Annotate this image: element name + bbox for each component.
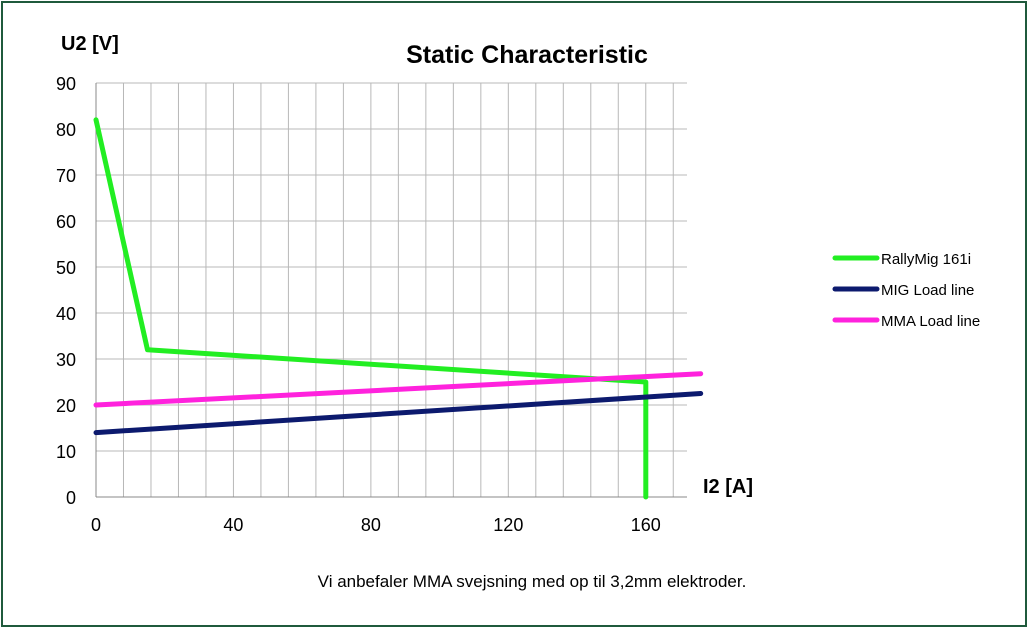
chart-svg: 0 10 20 30 40 50 60 70 80 90 0 40 80 120 160 Static Ch… bbox=[56, 33, 980, 591]
y-tick-label: 80 bbox=[56, 120, 76, 140]
legend-label-2: MMA Load line bbox=[881, 313, 980, 330]
grid bbox=[96, 82, 687, 497]
y-tick-label: 40 bbox=[56, 304, 76, 324]
x-tick-label: 0 bbox=[91, 515, 101, 535]
footnote: Vi anbefaler MMA svejsning med op til 3,… bbox=[318, 572, 747, 591]
x-tick-label: 80 bbox=[361, 515, 381, 535]
y-tick-label: 20 bbox=[56, 396, 76, 416]
legend-label-1: MIG Load line bbox=[881, 282, 974, 299]
x-axis-label: I2 [A] bbox=[703, 476, 753, 498]
y-tick-label: 30 bbox=[56, 350, 76, 370]
series-lines bbox=[93, 117, 704, 500]
y-tick-label: 50 bbox=[56, 258, 76, 278]
y-tick-label: 90 bbox=[56, 74, 76, 94]
axes bbox=[95, 83, 687, 498]
x-tick-label: 40 bbox=[223, 515, 243, 535]
series-line-0 bbox=[93, 117, 649, 500]
series-line-1 bbox=[93, 391, 704, 436]
legend-label-0: RallyMig 161i bbox=[881, 251, 971, 268]
x-tick-label: 160 bbox=[631, 515, 661, 535]
y-tick-label: 10 bbox=[56, 442, 76, 462]
y-tick-label: 0 bbox=[66, 488, 76, 508]
chart-title: Static Characteristic bbox=[406, 41, 648, 69]
y-tick-label: 70 bbox=[56, 166, 76, 186]
y-tick-label: 60 bbox=[56, 212, 76, 232]
series-line-2 bbox=[93, 371, 704, 408]
x-tick-label: 120 bbox=[493, 515, 523, 535]
tick-labels: 0 10 20 30 40 50 60 70 80 90 0 40 80 120 160 bbox=[56, 74, 661, 535]
y-axis-label: U2 [V] bbox=[61, 33, 119, 55]
legend: RallyMig 161i MIG Load line MMA Load line bbox=[832, 251, 980, 330]
